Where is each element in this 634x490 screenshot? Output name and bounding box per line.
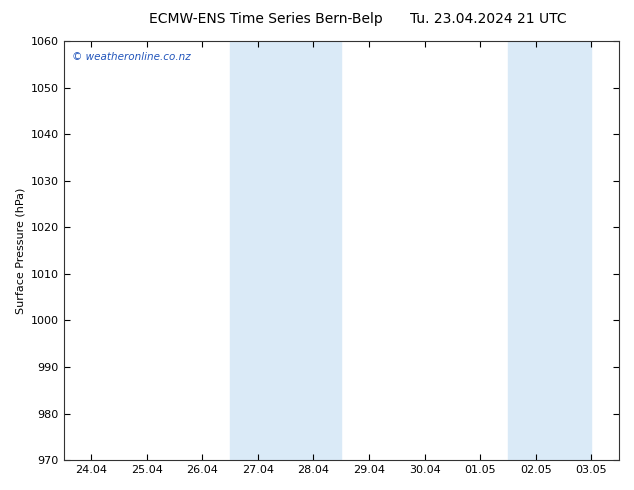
Bar: [508, 41, 592, 460]
Y-axis label: Surface Pressure (hPa): Surface Pressure (hPa): [15, 187, 25, 314]
Text: Tu. 23.04.2024 21 UTC: Tu. 23.04.2024 21 UTC: [410, 12, 567, 26]
Text: © weatheronline.co.nz: © weatheronline.co.nz: [72, 51, 191, 62]
Text: ECMW-ENS Time Series Bern-Belp: ECMW-ENS Time Series Bern-Belp: [150, 12, 383, 26]
Bar: [230, 41, 341, 460]
